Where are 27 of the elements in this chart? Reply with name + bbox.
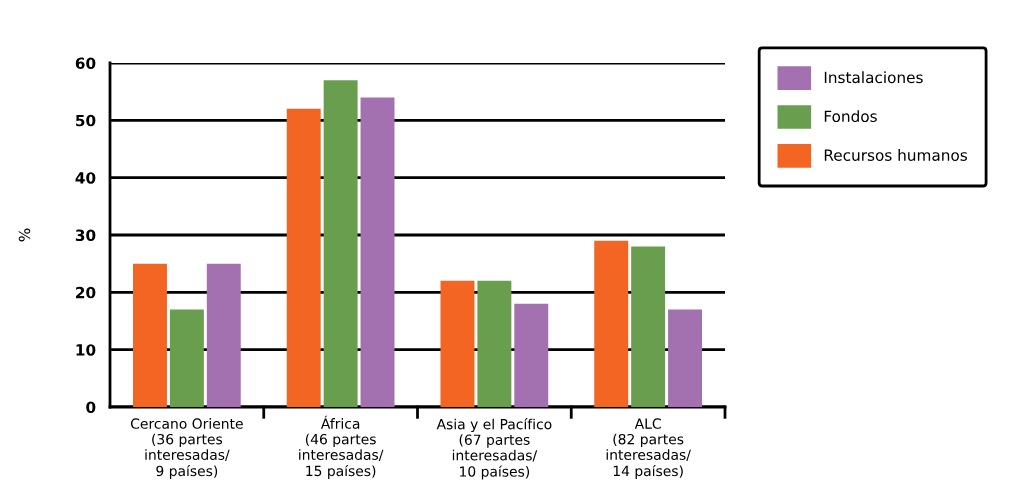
y-tick-label: 40 (75, 172, 96, 184)
bar (477, 280, 512, 407)
legend-label: Instalaciones (824, 71, 923, 84)
legend-label: Fondos (824, 110, 877, 123)
bar (286, 108, 321, 407)
x-tick-label: Asia y el Pacífico (67 partes interesadas/ 10 países) (436, 418, 552, 480)
y-tick-label: 0 (86, 401, 96, 414)
bar (206, 263, 241, 407)
bar (514, 303, 549, 407)
bar (323, 80, 358, 407)
x-tick-label: Cercano Oriente (36 partes interesadas/ 9 países) (130, 418, 243, 479)
x-tick-label: África (46 partes interesadas/ 15 países) (299, 415, 384, 479)
bar (133, 263, 167, 407)
y-tick-label: 50 (76, 114, 96, 127)
x-tick-label: ALC (82 partes interesadas/ 14 países) (606, 418, 691, 479)
bar (360, 97, 395, 407)
bar (440, 280, 475, 407)
y-axis-title: % (18, 228, 31, 242)
legend-label: Recursos humanos (824, 149, 968, 161)
y-tick-label: 30 (75, 229, 96, 242)
bar (594, 240, 629, 407)
y-tick-label: 20 (76, 286, 96, 299)
bar (631, 246, 666, 407)
y-tick-label: 60 (75, 57, 96, 70)
bar (169, 309, 204, 407)
bar (668, 309, 702, 407)
y-tick-label: 10 (76, 344, 96, 356)
